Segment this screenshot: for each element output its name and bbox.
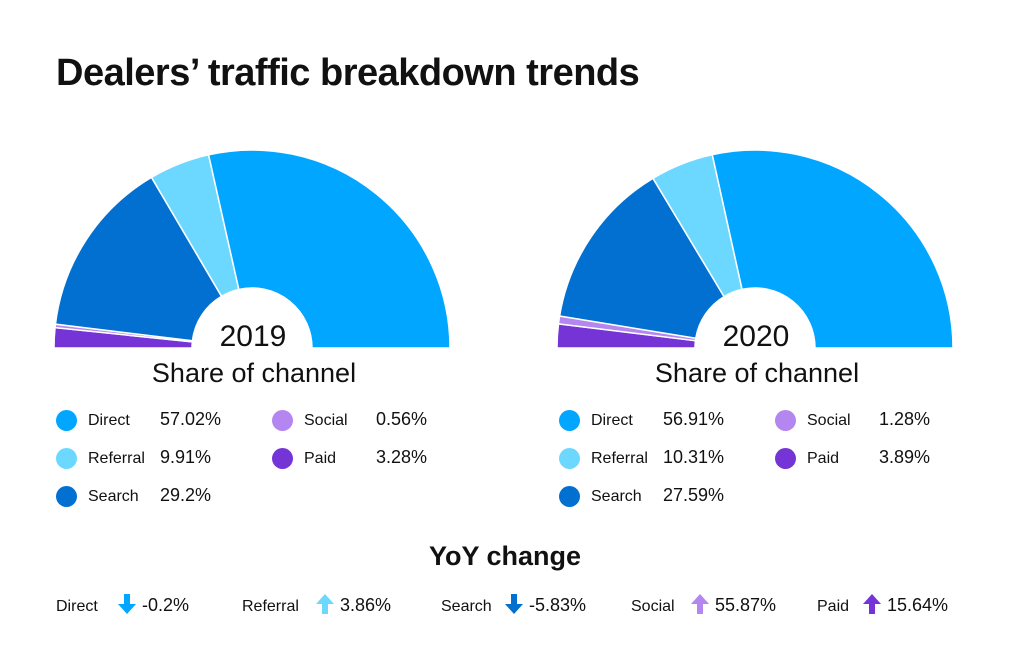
- legend-swatch: [56, 410, 77, 431]
- yoy-label: Referral: [242, 598, 299, 615]
- legend-value: 0.56%: [376, 409, 428, 429]
- legend-label: Social: [807, 412, 851, 429]
- legend-label: Search: [88, 488, 139, 505]
- yoy-label: Search: [441, 598, 492, 615]
- half-donut-chart: [556, 149, 954, 349]
- slice-direct: [711, 149, 954, 349]
- legend-value: 3.28%: [376, 447, 428, 467]
- legend-value: 29.2%: [160, 485, 212, 505]
- yoy-label: Paid: [817, 598, 850, 615]
- legend: Direct 56.91% Referral 10.31% Search 27.59% So…: [551, 408, 971, 528]
- slice-search: [54, 176, 223, 342]
- arrow-down-icon: [118, 594, 136, 614]
- chart-subtitle: Share of channel: [654, 358, 860, 388]
- yoy-value: -0.2%: [142, 595, 190, 615]
- arrow-up-icon: [863, 594, 881, 614]
- yoy-label: Social: [631, 598, 675, 615]
- legend-label: Direct: [591, 412, 633, 429]
- slice-direct: [207, 149, 451, 349]
- chart-subtitle: Share of channel: [151, 358, 357, 388]
- arrow-down-icon: [505, 594, 523, 614]
- legend-value: 1.28%: [879, 409, 931, 429]
- legend-swatch: [559, 410, 580, 431]
- arrow-up-icon: [316, 594, 334, 614]
- legend-label: Referral: [88, 450, 145, 467]
- slice-search: [558, 177, 726, 340]
- legend-swatch: [272, 410, 293, 431]
- yoy-value: 3.86%: [340, 595, 392, 615]
- legend-swatch: [775, 448, 796, 469]
- arrow-up-icon: [691, 594, 709, 614]
- legend-swatch: [559, 448, 580, 469]
- legend-swatch: [272, 448, 293, 469]
- page-title: Dealers’ traffic breakdown trends: [56, 52, 640, 94]
- yoy-value: 55.87%: [715, 595, 777, 615]
- chart-panel-2020: 2020 Share of channel Direct 56.91% Referr…: [551, 140, 971, 520]
- legend-label: Referral: [591, 450, 648, 467]
- legend-value: 57.02%: [160, 409, 222, 429]
- legend-value: 27.59%: [663, 485, 725, 505]
- legend-value: 10.31%: [663, 447, 725, 467]
- half-donut-chart: [53, 149, 451, 349]
- legend-value: 9.91%: [160, 447, 212, 467]
- yoy-value: -5.83%: [529, 595, 587, 615]
- legend-swatch: [56, 448, 77, 469]
- legend-label: Social: [304, 412, 348, 429]
- yoy-title: YoY change: [428, 541, 582, 571]
- legend-label: Direct: [88, 412, 130, 429]
- yoy-label: Direct: [56, 598, 98, 615]
- legend-swatch: [775, 410, 796, 431]
- legend-swatch: [559, 486, 580, 507]
- year-label: 2020: [722, 320, 790, 353]
- legend-value: 56.91%: [663, 409, 725, 429]
- legend-label: Paid: [807, 450, 840, 467]
- legend-label: Paid: [304, 450, 337, 467]
- legend-value: 3.89%: [879, 447, 931, 467]
- year-label: 2019: [219, 320, 287, 353]
- chart-panel-2019: 2019 Share of channel Direct 57.02% Referr…: [48, 140, 468, 520]
- legend-swatch: [56, 486, 77, 507]
- yoy-value: 15.64%: [887, 595, 949, 615]
- legend-label: Search: [591, 488, 642, 505]
- legend: Direct 57.02% Referral 9.91% Search 29.2% Soci…: [48, 408, 468, 528]
